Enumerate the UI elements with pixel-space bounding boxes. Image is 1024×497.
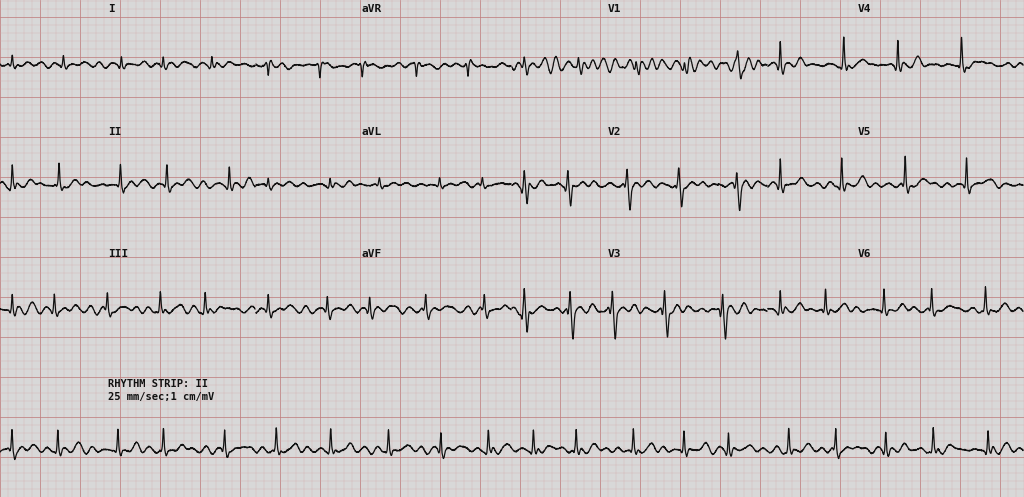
Text: V6: V6 — [858, 249, 871, 259]
Text: V2: V2 — [608, 127, 622, 137]
Text: V4: V4 — [858, 4, 871, 14]
Text: aVR: aVR — [362, 4, 382, 14]
Text: V3: V3 — [608, 249, 622, 259]
Text: aVL: aVL — [362, 127, 382, 137]
Text: V5: V5 — [858, 127, 871, 137]
Text: RHYTHM STRIP: II: RHYTHM STRIP: II — [108, 379, 208, 389]
Text: I: I — [108, 4, 115, 14]
Text: II: II — [108, 127, 122, 137]
Text: aVF: aVF — [362, 249, 382, 259]
Text: 25 mm/sec;1 cm/mV: 25 mm/sec;1 cm/mV — [108, 392, 214, 402]
Text: V1: V1 — [608, 4, 622, 14]
Text: III: III — [108, 249, 128, 259]
